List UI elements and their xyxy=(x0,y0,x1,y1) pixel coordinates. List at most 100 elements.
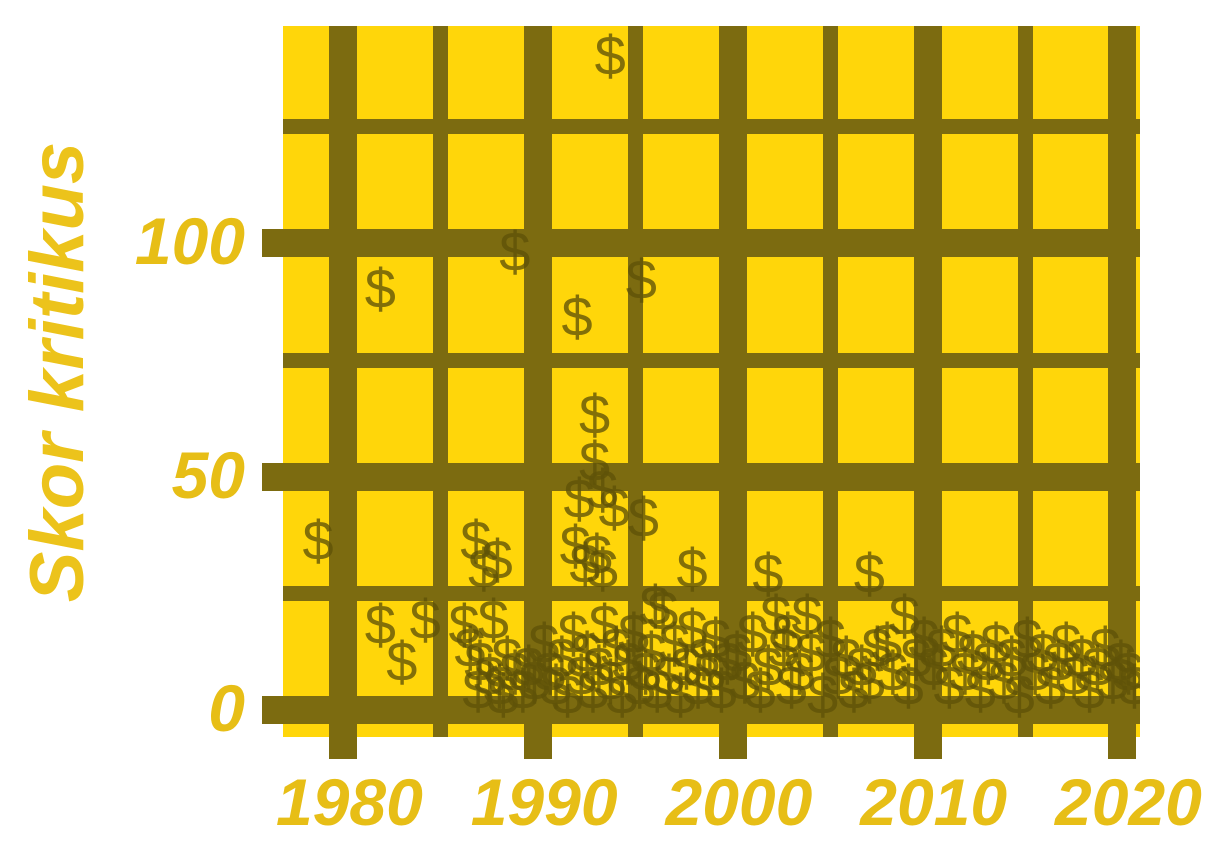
dollar-marker: $ xyxy=(1003,662,1035,726)
dollar-marker: $ xyxy=(664,662,696,726)
dollar-marker: $ xyxy=(949,639,981,703)
x-tick-label: 1990 xyxy=(470,765,618,839)
dollar-marker: $ xyxy=(462,658,494,722)
dollar-marker: $ xyxy=(783,639,815,703)
dollar-marker: $ xyxy=(386,630,418,694)
x-axis-tick xyxy=(524,737,553,759)
dollar-marker: $ xyxy=(540,653,572,717)
dollar-marker: $ xyxy=(594,648,626,712)
dollar-marker: $ xyxy=(579,382,611,446)
dollar-marker: $ xyxy=(598,476,630,540)
dollar-marker: $ xyxy=(647,578,679,642)
dollar-marker: $ xyxy=(1065,625,1098,689)
gridline-vertical xyxy=(718,26,747,737)
x-tick-label: 2010 xyxy=(860,765,1008,839)
dollar-marker: $ xyxy=(1073,658,1105,722)
dollar-marker: $ xyxy=(499,219,531,283)
dollar-marker: $ xyxy=(1011,606,1043,670)
dollar-marker: $ xyxy=(795,620,827,684)
dollar-marker: $ xyxy=(581,522,613,586)
x-axis-tick xyxy=(913,737,942,759)
gridline-horizontal xyxy=(283,229,1140,258)
dollar-marker: $ xyxy=(676,597,708,661)
x-tick-label: 1980 xyxy=(275,765,423,839)
dollar-marker: $ xyxy=(705,658,737,722)
dollar-marker: $ xyxy=(586,457,618,521)
dollar-marker: $ xyxy=(877,639,909,703)
y-axis-tick xyxy=(262,695,284,724)
dollar-marker: $ xyxy=(545,625,578,689)
dollar-marker: $ xyxy=(460,508,492,572)
dollar-marker: $ xyxy=(806,662,839,726)
dollar-marker: $ xyxy=(729,648,761,712)
dollar-marker: $ xyxy=(676,536,708,600)
dollar-marker: $ xyxy=(473,644,506,708)
dollar-marker: $ xyxy=(1058,644,1090,708)
dollar-marker: $ xyxy=(995,625,1028,689)
dollar-marker: $ xyxy=(871,611,903,675)
dollar-marker: $ xyxy=(612,630,644,694)
dollar-marker: $ xyxy=(409,588,441,652)
dollar-marker: $ xyxy=(853,541,885,605)
dollar-marker: $ xyxy=(933,653,965,717)
dollar-marker: $ xyxy=(1118,653,1140,717)
dollar-marker: $ xyxy=(600,616,632,680)
dollar-marker: $ xyxy=(506,658,539,722)
dollar-marker: $ xyxy=(618,602,650,666)
dollar-marker: $ xyxy=(528,611,560,675)
dollar-marker: $ xyxy=(1112,639,1140,703)
dollar-marker: $ xyxy=(588,592,620,656)
gridline-vertical xyxy=(524,26,553,737)
dollar-marker: $ xyxy=(491,625,523,689)
dollar-marker: $ xyxy=(670,634,702,698)
dollar-marker: $ xyxy=(1081,634,1113,698)
dollar-marker: $ xyxy=(688,625,720,689)
dollar-marker: $ xyxy=(653,644,685,708)
dollar-marker: $ xyxy=(988,648,1020,712)
dollar-marker: $ xyxy=(448,592,480,656)
dollar-marker: $ xyxy=(627,485,659,549)
dollar-marker: $ xyxy=(775,653,807,717)
gridline-horizontal xyxy=(283,462,1140,491)
dollar-marker: $ xyxy=(830,625,862,689)
dollar-marker: $ xyxy=(569,532,601,596)
dollar-marker: $ xyxy=(1050,611,1082,675)
dollar-marker: $ xyxy=(499,639,531,703)
dollar-marker: $ xyxy=(699,606,731,670)
gridline-vertical xyxy=(628,26,644,737)
dollar-marker: $ xyxy=(888,583,920,647)
dollar-marker: $ xyxy=(559,513,591,577)
dollar-marker: $ xyxy=(845,634,878,698)
dollar-marker: $ xyxy=(551,662,583,726)
dollar-marker: $ xyxy=(561,284,593,348)
dollar-marker: $ xyxy=(711,630,743,694)
dollar-marker: $ xyxy=(1042,630,1074,694)
dollar-marker: $ xyxy=(941,602,973,666)
dollar-marker: $ xyxy=(1034,653,1066,717)
dollar-marker: $ xyxy=(1027,620,1059,684)
x-axis-tick xyxy=(1108,737,1137,759)
dollar-marker: $ xyxy=(925,616,957,680)
gridline-vertical xyxy=(433,26,449,737)
gridline-vertical xyxy=(1017,26,1033,737)
gridline-horizontal xyxy=(283,352,1140,368)
dollar-marker: $ xyxy=(629,639,661,703)
dollar-marker: $ xyxy=(571,620,603,684)
y-tick-label: 0 xyxy=(208,670,245,745)
dollar-marker: $ xyxy=(582,634,615,698)
gridline-horizontal xyxy=(283,119,1140,135)
x-axis-tick xyxy=(718,737,747,759)
dollar-marker: $ xyxy=(625,247,657,311)
dollar-marker: $ xyxy=(752,541,784,605)
dollar-marker: $ xyxy=(972,630,1004,694)
dollar-marker: $ xyxy=(586,536,618,600)
y-axis-tick xyxy=(262,462,284,491)
dollar-marker: $ xyxy=(752,634,784,698)
dollar-marker: $ xyxy=(917,634,950,698)
y-axis-tick xyxy=(262,229,284,258)
dollar-marker: $ xyxy=(477,588,509,652)
gridline-vertical xyxy=(913,26,942,737)
dollar-marker: $ xyxy=(579,429,611,493)
dollar-marker: $ xyxy=(1019,639,1051,703)
